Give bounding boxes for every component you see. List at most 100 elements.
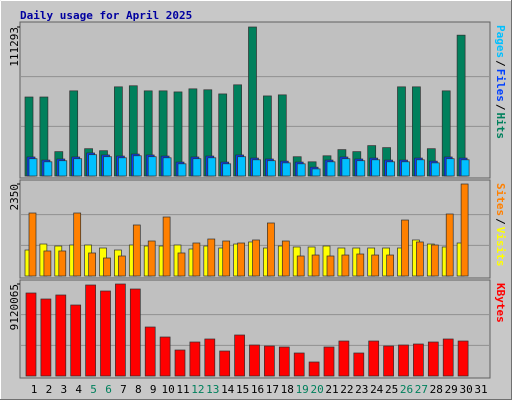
x-tick-label: 20	[310, 383, 323, 396]
x-tick-label: 11	[176, 383, 189, 396]
bar	[296, 255, 305, 277]
bar	[293, 352, 305, 377]
x-tick-label: 18	[281, 383, 294, 396]
bar	[144, 326, 156, 377]
bar	[460, 159, 470, 177]
bar	[70, 304, 82, 377]
bar	[296, 163, 306, 177]
legend-entry: Visits	[494, 227, 507, 267]
x-tick-label: 5	[90, 383, 97, 396]
bar	[386, 161, 395, 177]
bar	[460, 183, 469, 277]
bar	[222, 163, 232, 177]
bar	[43, 161, 53, 177]
bar	[58, 250, 67, 277]
bar	[103, 257, 111, 277]
x-tick-label: 19	[296, 383, 309, 396]
legend-entry: Files	[494, 69, 507, 102]
y-tick-label: 2350	[8, 184, 21, 211]
bar	[25, 292, 37, 377]
x-tick-label: 16	[251, 383, 264, 396]
bar	[341, 158, 351, 177]
bar	[234, 334, 245, 377]
x-tick-label: 27	[415, 383, 428, 396]
bar	[311, 254, 320, 277]
bar	[278, 346, 290, 377]
bar	[147, 156, 157, 177]
legend-entry: Pages	[494, 25, 507, 58]
bar	[413, 343, 424, 377]
bar	[73, 158, 83, 177]
bar	[442, 338, 454, 377]
x-tick-label: 25	[385, 383, 398, 396]
bar	[129, 288, 141, 377]
bar	[237, 242, 245, 277]
bar	[445, 213, 454, 277]
bar	[326, 161, 336, 177]
bar	[192, 242, 201, 277]
bar	[430, 162, 440, 177]
bar	[386, 254, 394, 277]
bar	[252, 159, 261, 177]
x-tick-label: 28	[430, 383, 443, 396]
x-tick-label: 29	[445, 383, 458, 396]
legend-entry: Hits	[494, 113, 507, 140]
legend: Sites / Visits	[494, 183, 507, 267]
bar	[147, 240, 156, 277]
legend: Pages / Files / Hits	[494, 25, 507, 139]
bar	[88, 252, 96, 277]
x-tick-label: 4	[75, 383, 82, 396]
bar	[308, 361, 320, 377]
bar	[159, 336, 171, 377]
bar	[401, 161, 410, 177]
bar	[85, 284, 96, 377]
x-tick-label: 21	[325, 383, 338, 396]
bar	[267, 222, 275, 277]
chart-title: Daily usage for April 2025	[20, 9, 192, 22]
legend-separator: /	[494, 60, 507, 67]
bar	[430, 244, 439, 277]
bar	[267, 160, 276, 177]
bar	[353, 352, 365, 377]
bar	[383, 345, 394, 377]
bar	[281, 240, 290, 277]
bar	[132, 155, 142, 177]
bar	[207, 157, 217, 177]
x-tick-label: 31	[474, 383, 487, 396]
legend-separator: /	[494, 218, 507, 225]
bar	[58, 160, 68, 177]
x-tick-label: 26	[400, 383, 413, 396]
bar	[338, 340, 350, 377]
bar	[371, 254, 380, 277]
bar	[73, 212, 82, 277]
bar	[88, 154, 97, 177]
x-tick-label: 14	[221, 383, 235, 396]
bar	[427, 341, 439, 377]
bar	[43, 250, 52, 277]
bar	[222, 240, 231, 277]
bar	[192, 158, 202, 177]
bar	[219, 350, 231, 377]
bar	[368, 340, 380, 377]
bar	[204, 338, 216, 377]
bar	[371, 159, 381, 177]
bar	[189, 341, 201, 377]
x-tick-label: 30	[459, 383, 472, 396]
bar	[103, 156, 112, 177]
bar	[252, 239, 260, 277]
bar	[445, 158, 455, 177]
bar	[162, 157, 172, 177]
bar	[207, 238, 216, 277]
bar	[249, 344, 260, 377]
bar	[118, 255, 126, 277]
bar	[326, 255, 335, 277]
bar	[55, 294, 67, 377]
bar	[115, 283, 126, 377]
bar	[100, 290, 111, 377]
bar	[248, 26, 257, 177]
x-tick-label: 12	[191, 383, 204, 396]
x-tick-label: 22	[340, 383, 353, 396]
bar	[356, 253, 365, 277]
legend-entry: Sites	[494, 183, 507, 216]
